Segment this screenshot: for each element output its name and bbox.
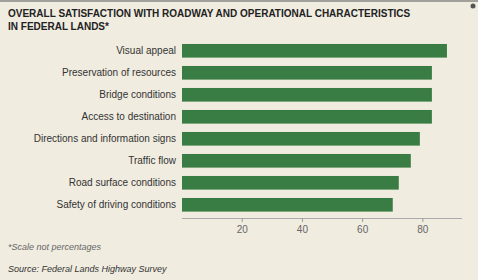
decoration-dot [471,4,476,9]
x-tick [422,219,423,223]
x-tick-label: 60 [357,224,369,235]
bar [182,66,432,80]
category-label: Access to destination [82,111,177,122]
x-tick-label: 40 [297,224,309,235]
subtitle: IN FEDERAL LANDS* [8,21,109,32]
category-label: Traffic flow [128,155,177,166]
category-label: Bridge conditions [99,89,176,100]
bar [182,176,399,190]
x-tick [362,219,363,223]
separator [0,1,478,2]
chart: OVERALL SATISFACTION WITH ROADWAY AND OP… [0,0,478,280]
bar [182,44,447,58]
annotation: Source: Federal Lands Highway Survey [8,264,167,274]
bar [182,88,432,102]
bar [182,154,411,168]
bar [182,132,420,146]
background [0,0,478,280]
bar [182,198,393,212]
category-label: Visual appeal [116,45,176,56]
title: OVERALL SATISFACTION WITH ROADWAY AND OP… [8,8,411,19]
bars [182,44,447,212]
category-label: Road surface conditions [69,177,176,188]
category-label: Directions and information signs [34,133,176,144]
x-tick [242,219,243,223]
page: {"chart_data": {"type": "bar", "orientat… [0,0,478,280]
category-label: Preservation of resources [62,67,176,78]
x-tick-label: 80 [417,224,429,235]
x-tick [302,219,303,223]
annotation: *Scale not percentages [8,242,102,252]
x-axis-line [182,218,462,219]
chart-container: OVERALL SATISFACTION WITH ROADWAY AND OP… [0,0,478,280]
bar [182,110,432,124]
category-label: Safety of driving conditions [56,199,176,210]
x-tick-label: 20 [237,224,249,235]
